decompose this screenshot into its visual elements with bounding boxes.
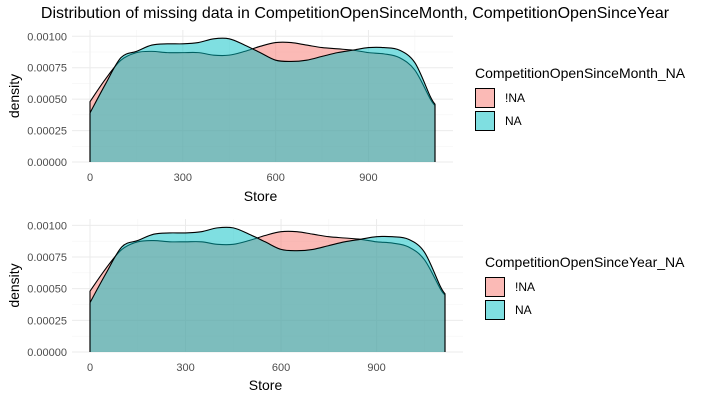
y-tick-label: 0.00000	[27, 157, 67, 169]
y-tick-label: 0.00100	[27, 220, 67, 232]
legend-title: CompetitionOpenSinceYear_NA	[485, 254, 685, 270]
x-tick-label: 600	[266, 172, 284, 184]
y-tick-label: 0.00000	[27, 347, 67, 359]
legend: CompetitionOpenSinceMonth_NA !NA NA	[475, 65, 686, 131]
x-tick-label: 900	[367, 362, 385, 374]
x-axis-title: Store	[244, 188, 278, 204]
density-area-na	[90, 38, 435, 162]
density-outline-na	[89, 226, 446, 352]
y-axis-title: density	[6, 74, 22, 118]
y-tick-label: 0.00100	[27, 31, 67, 43]
y-tick-label: 0.00075	[27, 63, 67, 75]
x-tick-label: 0	[87, 362, 93, 374]
y-tick-label: 0.00050	[27, 284, 67, 296]
y-tick-labels: 0.00000 0.00025 0.00050 0.00075 0.00100	[27, 220, 67, 359]
y-tick-label: 0.00075	[27, 252, 67, 264]
y-tick-label: 0.00050	[27, 94, 67, 106]
legend-label-na: NA	[505, 114, 522, 128]
legend-swatch-na	[475, 111, 495, 131]
y-axis-title: density	[6, 263, 22, 307]
chart-title: Distribution of missing data in Competit…	[41, 5, 670, 22]
density-areas	[89, 37, 436, 162]
legend: CompetitionOpenSinceYear_NA !NA NA	[485, 254, 685, 320]
y-tick-labels: 0.00000 0.00025 0.00050 0.00075 0.00100	[27, 31, 67, 169]
chart-panel-1: 0.00000 0.00025 0.00050 0.00075 0.00100 0 300 6…	[6, 30, 686, 204]
x-tick-labels: 0 300 600 900	[87, 362, 386, 374]
density-areas	[89, 226, 446, 352]
x-tick-label: 300	[176, 362, 194, 374]
x-tick-label: 900	[359, 172, 377, 184]
chart-panels: 0.00000 0.00025 0.00050 0.00075 0.00100 0 300 6…	[6, 30, 686, 393]
legend-swatch-not-na	[485, 277, 505, 297]
x-tick-label: 0	[87, 172, 93, 184]
legend-label-not-na: !NA	[505, 91, 525, 105]
y-tick-label: 0.00025	[27, 126, 67, 138]
legend-title: CompetitionOpenSinceMonth_NA	[475, 65, 686, 81]
x-tick-label: 300	[174, 172, 192, 184]
legend-label-not-na: !NA	[515, 280, 535, 294]
x-tick-label: 600	[272, 362, 290, 374]
x-axis-title: Store	[249, 377, 283, 393]
legend-label-na: NA	[515, 303, 532, 317]
x-tick-labels: 0 300 600 900	[87, 172, 378, 184]
density-outline-na	[89, 37, 436, 162]
chart-panel-2: 0.00000 0.00025 0.00050 0.00075 0.00100 0 300 6…	[6, 219, 685, 393]
density-area-na	[90, 227, 445, 352]
legend-swatch-not-na	[475, 88, 495, 108]
y-tick-label: 0.00025	[27, 315, 67, 327]
legend-swatch-na	[485, 300, 505, 320]
